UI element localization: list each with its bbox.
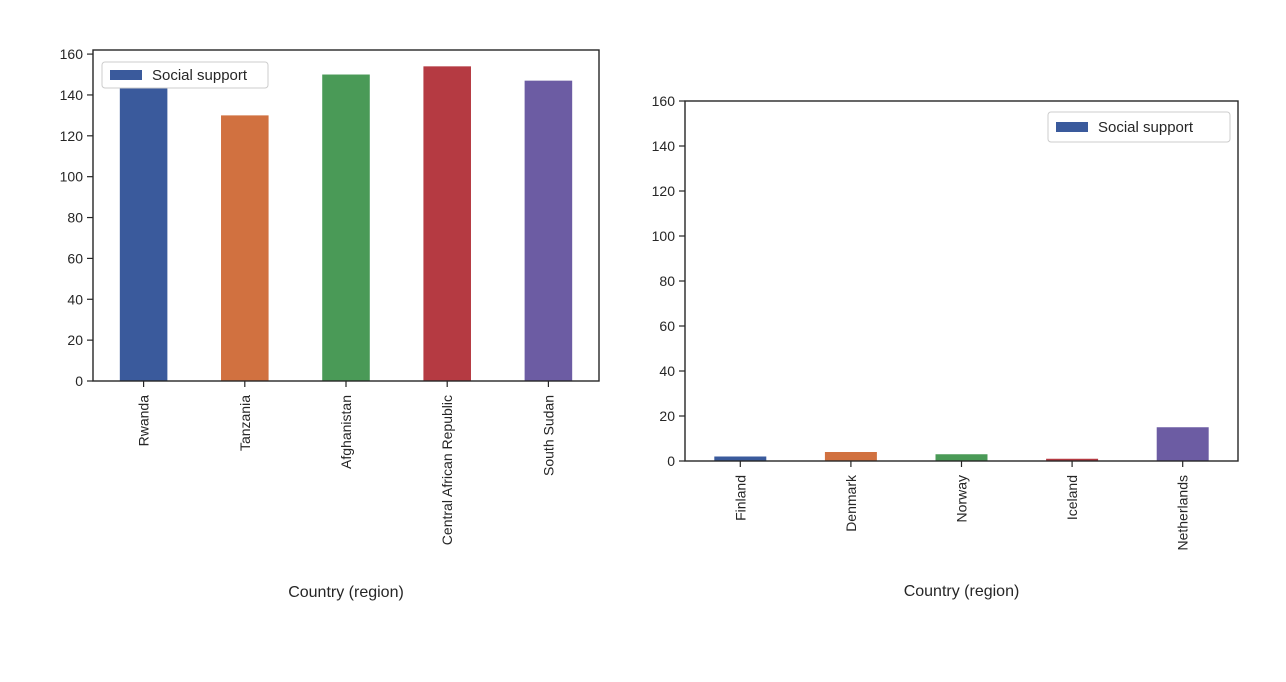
bar-central-african-republic [423, 66, 471, 382]
y-tick-label: 160 [652, 93, 676, 109]
x-tick-label: South Sudan [540, 395, 556, 476]
bar-rwanda [119, 86, 168, 382]
bar-netherlands [1156, 427, 1209, 461]
y-tick-label: 80 [659, 273, 675, 289]
y-tick-label: 120 [652, 183, 676, 199]
bar-afghanistan [322, 74, 370, 381]
x-tick-label: Finland [732, 475, 748, 521]
legend: Social support [101, 61, 269, 89]
bar-iceland [1046, 458, 1099, 461]
bar-denmark [824, 452, 877, 461]
x-tick-label: Afghanistan [338, 395, 354, 469]
y-tick-label: 20 [67, 332, 83, 348]
bar-norway [935, 454, 988, 461]
y-tick-label: 60 [659, 318, 675, 334]
legend-label: Social support [152, 67, 248, 84]
y-tick-label: 40 [67, 291, 83, 307]
axes-frame [684, 100, 1239, 462]
x-tick-label: Norway [954, 475, 970, 522]
bar-finland [714, 456, 767, 461]
legend-label: Social support [1098, 119, 1194, 136]
x-tick-label: Central African Republic [439, 395, 455, 545]
legend-swatch [1056, 122, 1088, 132]
x-tick-label: Tanzania [237, 395, 253, 451]
legend: Social support [1047, 111, 1231, 143]
y-tick-label: 0 [667, 453, 675, 469]
x-tick-label: Netherlands [1175, 475, 1191, 551]
y-tick-label: 120 [60, 128, 84, 144]
x-tick-label: Rwanda [136, 395, 152, 447]
bar-south-sudan [524, 80, 573, 382]
x-tick-label: Iceland [1064, 475, 1080, 520]
y-tick-label: 20 [659, 408, 675, 424]
x-axis-label: Country (region) [904, 583, 1020, 600]
x-axis-label: Country (region) [288, 584, 404, 601]
y-tick-label: 40 [659, 363, 675, 379]
y-tick-label: 0 [75, 373, 83, 389]
y-tick-label: 100 [60, 169, 84, 185]
legend-box [1047, 111, 1231, 143]
legend-swatch [110, 70, 142, 80]
y-tick-label: 100 [652, 228, 676, 244]
y-tick-label: 160 [60, 46, 84, 62]
legend-box [101, 61, 269, 89]
y-tick-label: 60 [67, 250, 83, 266]
chart-right: 0 20 40 60 80 100 120 140 160 Finland Denmark Norwa… [652, 93, 1239, 600]
x-tick-label: Denmark [843, 474, 859, 532]
y-tick-label: 140 [60, 87, 84, 103]
y-tick-label: 140 [652, 138, 676, 154]
chart-left: 0 20 40 60 80 100 120 140 160 Rwanda Tanzania Afgha… [60, 46, 600, 601]
bar-tanzania [221, 115, 269, 381]
y-tick-label: 80 [67, 210, 83, 226]
